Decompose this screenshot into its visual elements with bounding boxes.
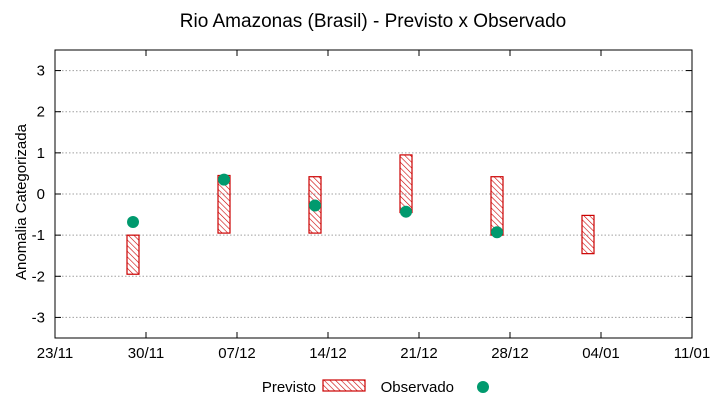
- gridlines: [55, 70, 692, 318]
- observado-point: [400, 205, 412, 218]
- x-tick-label: 30/11: [128, 345, 164, 362]
- observado-point: [127, 215, 139, 228]
- previsto-range-bar: [399, 154, 413, 214]
- observado-point: [491, 226, 503, 239]
- x-tick-label: 04/01: [582, 345, 620, 362]
- plot-frame: [54, 49, 693, 339]
- previsto-series: [126, 154, 595, 275]
- y-tick-label: 2: [37, 104, 45, 121]
- observado-series: [127, 173, 503, 239]
- chart-title: Rio Amazonas (Brasil) - Previsto x Obser…: [180, 11, 566, 32]
- y-tick-label: -2: [32, 268, 45, 285]
- y-tick-label: 3: [37, 63, 45, 80]
- legend-label-observado: Observado: [381, 379, 454, 396]
- y-tick-label: 0: [37, 186, 45, 203]
- x-tick-label: 23/11: [37, 345, 73, 362]
- legend-marker-observado: [477, 381, 489, 393]
- x-tick-label: 07/12: [218, 345, 256, 362]
- legend: Previsto Observado: [262, 379, 489, 396]
- legend-swatch-previsto: [322, 379, 366, 392]
- x-tick-label: 11/01: [674, 345, 710, 362]
- x-tick-label: 21/12: [400, 345, 438, 362]
- x-tick-label: 28/12: [491, 345, 529, 362]
- y-tick-label: 1: [37, 145, 45, 162]
- observado-point: [309, 199, 321, 212]
- legend-label-previsto: Previsto: [262, 379, 316, 396]
- previsto-range-bar: [126, 234, 140, 275]
- previsto-range-bar: [581, 214, 595, 255]
- y-tick-label: -1: [32, 227, 45, 244]
- y-tick-label: -3: [32, 309, 45, 326]
- observado-point: [218, 173, 230, 186]
- x-tick-label: 14/12: [309, 345, 347, 362]
- axis-ticks: -3 -2 -1 0 1 2 3 23/11 30/11 07/12 14/12 21/12 28/12…: [32, 50, 710, 362]
- y-axis-label: Anomalia Categorizada: [13, 123, 30, 280]
